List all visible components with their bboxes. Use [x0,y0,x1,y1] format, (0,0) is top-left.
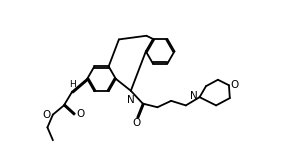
Text: N: N [190,91,198,101]
Text: N: N [127,95,135,105]
Text: O: O [76,109,84,119]
Text: H: H [69,81,76,89]
Text: O: O [42,110,51,120]
Text: O: O [132,118,141,128]
Text: O: O [230,80,239,90]
